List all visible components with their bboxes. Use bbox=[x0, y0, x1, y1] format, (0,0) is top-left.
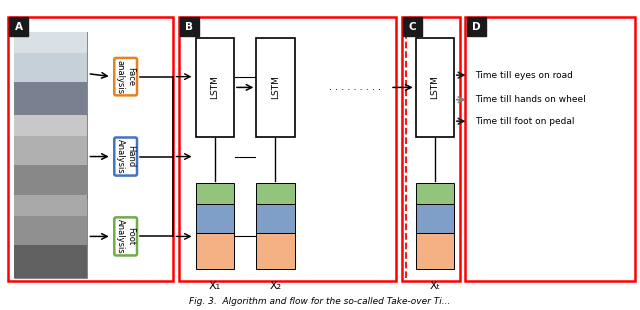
Bar bbox=[14, 136, 88, 165]
Text: C: C bbox=[408, 22, 416, 32]
Bar bbox=[465, 17, 636, 281]
Bar bbox=[14, 195, 88, 216]
Bar bbox=[14, 32, 88, 115]
Bar bbox=[14, 216, 88, 245]
Text: LSTM: LSTM bbox=[211, 75, 220, 99]
Text: Time till hands on wheel: Time till hands on wheel bbox=[475, 95, 586, 104]
Text: B: B bbox=[186, 22, 193, 32]
Bar bbox=[403, 17, 422, 36]
Text: D: D bbox=[472, 22, 481, 32]
Text: Fig. 3.  Algorithm and flow for the so-called Take-over Ti...: Fig. 3. Algorithm and flow for the so-ca… bbox=[189, 297, 451, 306]
Bar bbox=[8, 17, 173, 281]
Text: Hand
Analysis: Hand Analysis bbox=[116, 139, 135, 174]
Bar bbox=[180, 17, 199, 36]
Bar bbox=[256, 233, 294, 269]
Text: LSTM: LSTM bbox=[271, 75, 280, 99]
Bar bbox=[14, 82, 88, 115]
Text: X₂: X₂ bbox=[269, 281, 282, 290]
Bar bbox=[14, 115, 88, 198]
Text: A: A bbox=[15, 22, 22, 32]
Text: Time till eyes on road: Time till eyes on road bbox=[475, 71, 573, 80]
Bar bbox=[415, 38, 454, 137]
Text: Foot
Analysis: Foot Analysis bbox=[116, 219, 135, 254]
Bar bbox=[14, 195, 88, 278]
Bar bbox=[401, 17, 460, 281]
Bar bbox=[415, 183, 454, 204]
Bar bbox=[14, 245, 88, 278]
Bar bbox=[256, 183, 294, 204]
Bar bbox=[467, 17, 486, 36]
Bar bbox=[14, 165, 88, 198]
Bar bbox=[14, 53, 88, 82]
Bar bbox=[14, 115, 88, 136]
Bar bbox=[196, 38, 234, 137]
Bar bbox=[9, 17, 28, 36]
Text: X₁: X₁ bbox=[209, 281, 221, 290]
Bar bbox=[179, 17, 396, 281]
Text: Xₜ: Xₜ bbox=[429, 281, 440, 290]
Bar bbox=[196, 233, 234, 269]
Bar bbox=[415, 233, 454, 269]
Bar bbox=[256, 204, 294, 233]
Text: Time till foot on pedal: Time till foot on pedal bbox=[475, 117, 574, 126]
Bar bbox=[196, 183, 234, 204]
Text: Face
analysis: Face analysis bbox=[116, 60, 135, 94]
Bar bbox=[14, 32, 88, 53]
Bar bbox=[196, 204, 234, 233]
Bar bbox=[256, 38, 294, 137]
Text: LSTM: LSTM bbox=[430, 75, 439, 99]
Bar bbox=[415, 204, 454, 233]
Text: . . . . . . . . .: . . . . . . . . . bbox=[329, 82, 381, 92]
